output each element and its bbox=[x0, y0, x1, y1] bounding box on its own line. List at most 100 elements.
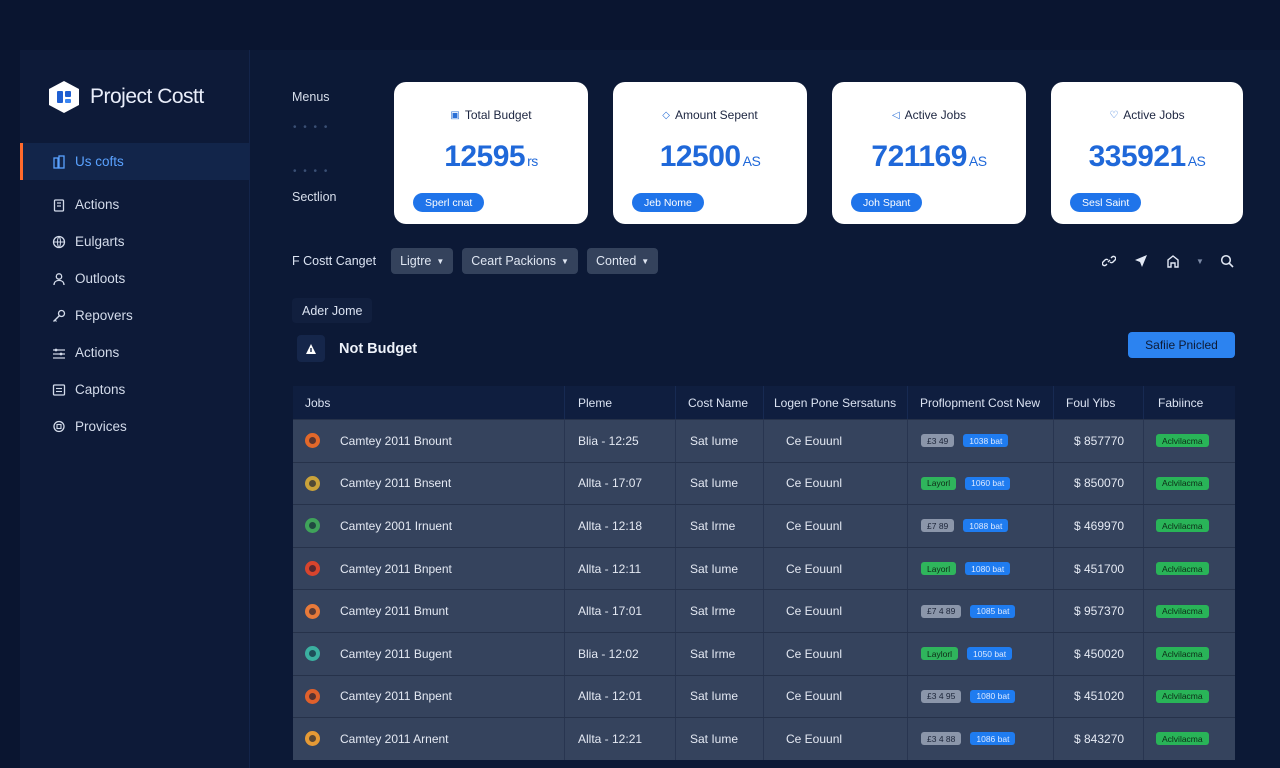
column-header-jobs[interactable]: Jobs bbox=[293, 386, 565, 419]
filter-dropdown-conted[interactable]: Conted ▼ bbox=[586, 248, 659, 274]
budget-tag: 1086 bat bbox=[970, 732, 1016, 746]
filter-dropdown-ceart-packions[interactable]: Ceart Packions ▼ bbox=[462, 248, 578, 274]
sidebar-item-actions-2[interactable]: Actions bbox=[20, 334, 249, 371]
sidebar-item-outloots[interactable]: Outloots bbox=[20, 260, 249, 297]
status-cell: Aclvilacma bbox=[1144, 590, 1235, 632]
cost-tag: £7 89 bbox=[921, 519, 955, 533]
total-cell: $ 469970 bbox=[1054, 505, 1144, 547]
link-icon[interactable] bbox=[1100, 252, 1118, 270]
home-icon[interactable] bbox=[1164, 252, 1182, 270]
total-cell: $ 850070 bbox=[1054, 462, 1144, 505]
column-header-total[interactable]: Foul Yibs bbox=[1054, 386, 1144, 419]
card-title-text: Total Budget bbox=[464, 108, 532, 122]
column-header-status[interactable]: Fabiince bbox=[1158, 395, 1204, 410]
development-cost-cell: £7 4 89 1085 bat bbox=[908, 590, 1054, 632]
status-badge: Aclvilacma bbox=[1156, 689, 1209, 703]
status-badge: Aclvilacma bbox=[1156, 604, 1209, 618]
table-row[interactable]: Camtey 2011 Bnount Blia - 12:25 Sat Iume Ce… bbox=[293, 419, 1235, 462]
table-row[interactable]: Camtey 2011 Arnent Allta - 12:21 Sat Iume C… bbox=[293, 717, 1235, 760]
search-icon[interactable] bbox=[1218, 252, 1236, 270]
section-label: Sectlion bbox=[292, 190, 336, 204]
job-cell: Camtey 2011 Bnsent bbox=[293, 462, 565, 505]
sidebar-item-us-cofts[interactable]: Us cofts bbox=[20, 143, 249, 180]
send-icon[interactable] bbox=[1132, 252, 1150, 270]
logen-cell: Ce Eouunl bbox=[764, 505, 908, 547]
sidebar-item-captons[interactable]: Captons bbox=[20, 371, 249, 408]
cost-name-cell: Sat Iume bbox=[676, 420, 764, 462]
table-row[interactable]: Camtey 2011 Bnpent Allta - 12:11 Sat Iume C… bbox=[293, 546, 1235, 590]
table-row[interactable]: Camtey 2011 Bmunt Allta - 17:01 Sat Irme Ce… bbox=[293, 589, 1235, 632]
sidebar-item-label: Outloots bbox=[75, 271, 126, 286]
status-badge: Aclvilacma bbox=[1156, 434, 1209, 448]
filter-chip[interactable]: Ader Jome bbox=[292, 298, 373, 323]
menus-label: Menus bbox=[292, 90, 330, 104]
table-row[interactable]: Camtey 2001 Irnuent Allta - 12:18 Sat Irme… bbox=[293, 504, 1235, 547]
chevron-down-icon: ▼ bbox=[561, 256, 569, 266]
warning-icon bbox=[297, 335, 325, 362]
table-row[interactable]: Camtey 2011 Bnsent Allta - 17:07 Sat Iume C… bbox=[293, 461, 1235, 505]
table-body: Camtey 2011 Bnount Blia - 12:25 Sat Iume Ce… bbox=[293, 419, 1235, 760]
card-value-unit: rs bbox=[527, 153, 538, 169]
app-logo[interactable]: Project Costt bbox=[48, 80, 204, 114]
dots-indicator: • • • • bbox=[293, 122, 330, 133]
cost-tag: Laylorl bbox=[921, 647, 959, 661]
job-cell: Camtey 2011 Arnent bbox=[293, 718, 565, 760]
card-pill-button[interactable]: Joh Spant bbox=[851, 193, 923, 212]
total-cell: $ 857770 bbox=[1054, 420, 1144, 462]
filter-label: F Costt Canget bbox=[292, 254, 377, 268]
stat-card-active-jobs-2[interactable]: ♡ Active Jobs 335921 AS Sesl Saint bbox=[1051, 82, 1243, 224]
avatar bbox=[305, 731, 320, 747]
dropdown-value: Ligtre bbox=[400, 254, 432, 268]
stat-card-total-budget[interactable]: ▣ Total Budget 12595 rs Sperl cnat bbox=[394, 82, 588, 224]
sidebar-item-provices[interactable]: Provices bbox=[20, 408, 249, 445]
card-pill-button[interactable]: Jeb Nome bbox=[632, 193, 704, 212]
chevron-down-icon[interactable]: ▼ bbox=[1196, 256, 1204, 266]
stat-card-amount-spent[interactable]: ◇ Amount Sepent 12500 AS Jeb Nome bbox=[613, 82, 807, 224]
cost-tag: £3 49 bbox=[921, 434, 955, 448]
card-pill-button[interactable]: Sesl Saint bbox=[1070, 193, 1142, 212]
filter-bar: F Costt Canget Ligtre ▼ Ceart Packions ▼… bbox=[292, 248, 667, 274]
avatar bbox=[305, 603, 320, 619]
table-row[interactable]: Camtey 2011 Bnpent Allta - 12:01 Sat Iume C… bbox=[293, 674, 1235, 718]
sidebar-item-repovers[interactable]: Repovers bbox=[20, 297, 249, 334]
sidebar-item-label: Eulgarts bbox=[75, 234, 125, 249]
budget-tag: 1050 bat bbox=[967, 647, 1013, 661]
pleme-cell: Allta - 17:07 bbox=[565, 462, 676, 505]
toolbar: ▼ bbox=[1100, 252, 1236, 270]
cost-name-cell: Sat Irme bbox=[676, 505, 764, 547]
column-header-cost-name[interactable]: Cost Name bbox=[676, 386, 764, 419]
card-value-number: 12500 bbox=[659, 140, 741, 173]
sidebar-item-actions[interactable]: Actions bbox=[20, 186, 249, 223]
column-header-logen[interactable]: Logen Pone Sersatuns bbox=[764, 386, 908, 419]
development-cost-cell: Layorl 1080 bat bbox=[908, 547, 1054, 590]
job-name: Camtey 2011 Bmunt bbox=[340, 604, 449, 619]
side-labels: Menus bbox=[292, 90, 330, 104]
card-value-unit: AS bbox=[1187, 153, 1206, 169]
stat-card-active-jobs[interactable]: ◁ Active Jobs 721169 AS Joh Spant bbox=[832, 82, 1026, 224]
key-icon bbox=[52, 309, 66, 323]
sidebar-item-label: Actions bbox=[75, 197, 120, 212]
sidebar-item-eulgarts[interactable]: Eulgarts bbox=[20, 223, 249, 260]
column-header-pleme[interactable]: Pleme bbox=[565, 386, 676, 419]
pleme-cell: Allta - 17:01 bbox=[565, 590, 676, 632]
card-pill-button[interactable]: Sperl cnat bbox=[413, 193, 485, 212]
dropdown-value: Conted bbox=[595, 254, 637, 268]
filter-dropdown-ligtre[interactable]: Ligtre ▼ bbox=[391, 248, 454, 274]
primary-action-button[interactable]: Safiie Pnicled bbox=[1128, 332, 1235, 358]
status-cell: Aclvilacma bbox=[1144, 676, 1235, 718]
job-name: Camtey 2011 Bnount bbox=[340, 433, 452, 448]
wallet-icon: ▣ bbox=[450, 109, 460, 121]
shield-icon: ◇ bbox=[662, 109, 670, 121]
status-cell: Aclvilacma bbox=[1144, 420, 1235, 462]
cost-name-cell: Sat Iume bbox=[676, 718, 764, 760]
status-badge: Aclvilacma bbox=[1156, 647, 1209, 661]
building-icon bbox=[52, 154, 66, 169]
column-header-development-cost[interactable]: Proflopment Cost New bbox=[908, 386, 1054, 419]
cost-tag: £3 4 88 bbox=[921, 732, 962, 746]
avatar bbox=[305, 475, 320, 491]
development-cost-cell: £3 4 95 1080 bat bbox=[908, 675, 1054, 718]
badge-icon bbox=[52, 420, 66, 434]
job-name: Camtey 2011 Bnpent bbox=[340, 689, 452, 704]
table-row[interactable]: Camtey 2011 Bugent Blia - 12:02 Sat Irme Ce… bbox=[293, 631, 1235, 675]
card-title-text: Active Jobs bbox=[904, 108, 967, 122]
